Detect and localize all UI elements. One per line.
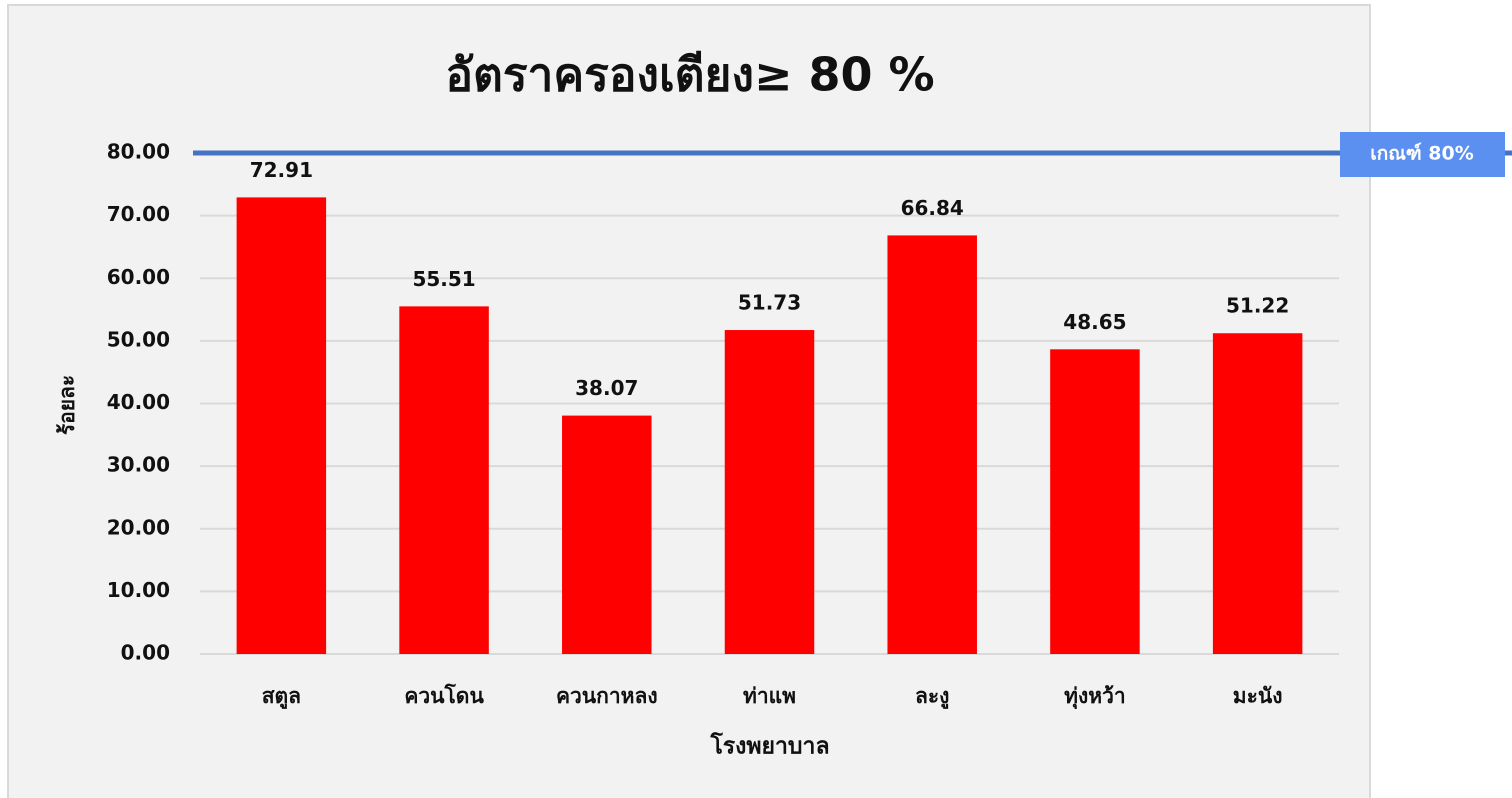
chart-panel — [7, 4, 1371, 798]
x-tick-label: ควนโดน — [404, 683, 484, 708]
x-axis-label: โรงพยาบาล — [709, 732, 829, 760]
bar — [562, 415, 652, 654]
threshold-label: เกณฑ์ 80% — [1370, 143, 1474, 165]
x-tick-label: มะนัง — [1233, 684, 1283, 708]
data-label: 51.73 — [738, 291, 801, 315]
bar — [399, 306, 489, 654]
y-tick-label: 0.00 — [121, 641, 170, 665]
y-tick-label: 20.00 — [107, 515, 170, 539]
data-label: 66.84 — [901, 196, 964, 220]
threshold-label-box — [1340, 132, 1505, 177]
x-tick-label: ท่าแพ — [743, 684, 796, 708]
y-tick-label: 60.00 — [107, 265, 170, 289]
y-tick-label: 70.00 — [107, 202, 170, 226]
data-label: 48.65 — [1063, 310, 1126, 334]
x-tick-label: สตูล — [262, 684, 301, 710]
bar — [236, 197, 327, 654]
y-tick-label: 50.00 — [107, 327, 170, 351]
x-tick-label: ละงู — [915, 684, 949, 710]
bar — [1050, 349, 1140, 654]
y-tick-label: 80.00 — [107, 140, 170, 164]
y-tick-label: 30.00 — [107, 453, 170, 477]
bar — [887, 235, 977, 655]
data-label: 38.07 — [575, 376, 638, 400]
x-tick-label: ทุ่งหว้า — [1064, 684, 1126, 710]
bar — [724, 330, 815, 654]
data-label: 55.51 — [412, 267, 475, 291]
y-axis-label: ร้อยละ — [55, 375, 79, 435]
x-tick-label: ควนกาหลง — [556, 684, 658, 708]
y-tick-label: 10.00 — [107, 578, 170, 602]
bar — [1212, 333, 1303, 654]
chart-title: อัตราครองเตียง≥ 80 % — [445, 48, 934, 102]
data-label: 72.91 — [250, 158, 313, 182]
data-label: 51.22 — [1226, 294, 1289, 318]
y-tick-label: 40.00 — [107, 390, 170, 414]
